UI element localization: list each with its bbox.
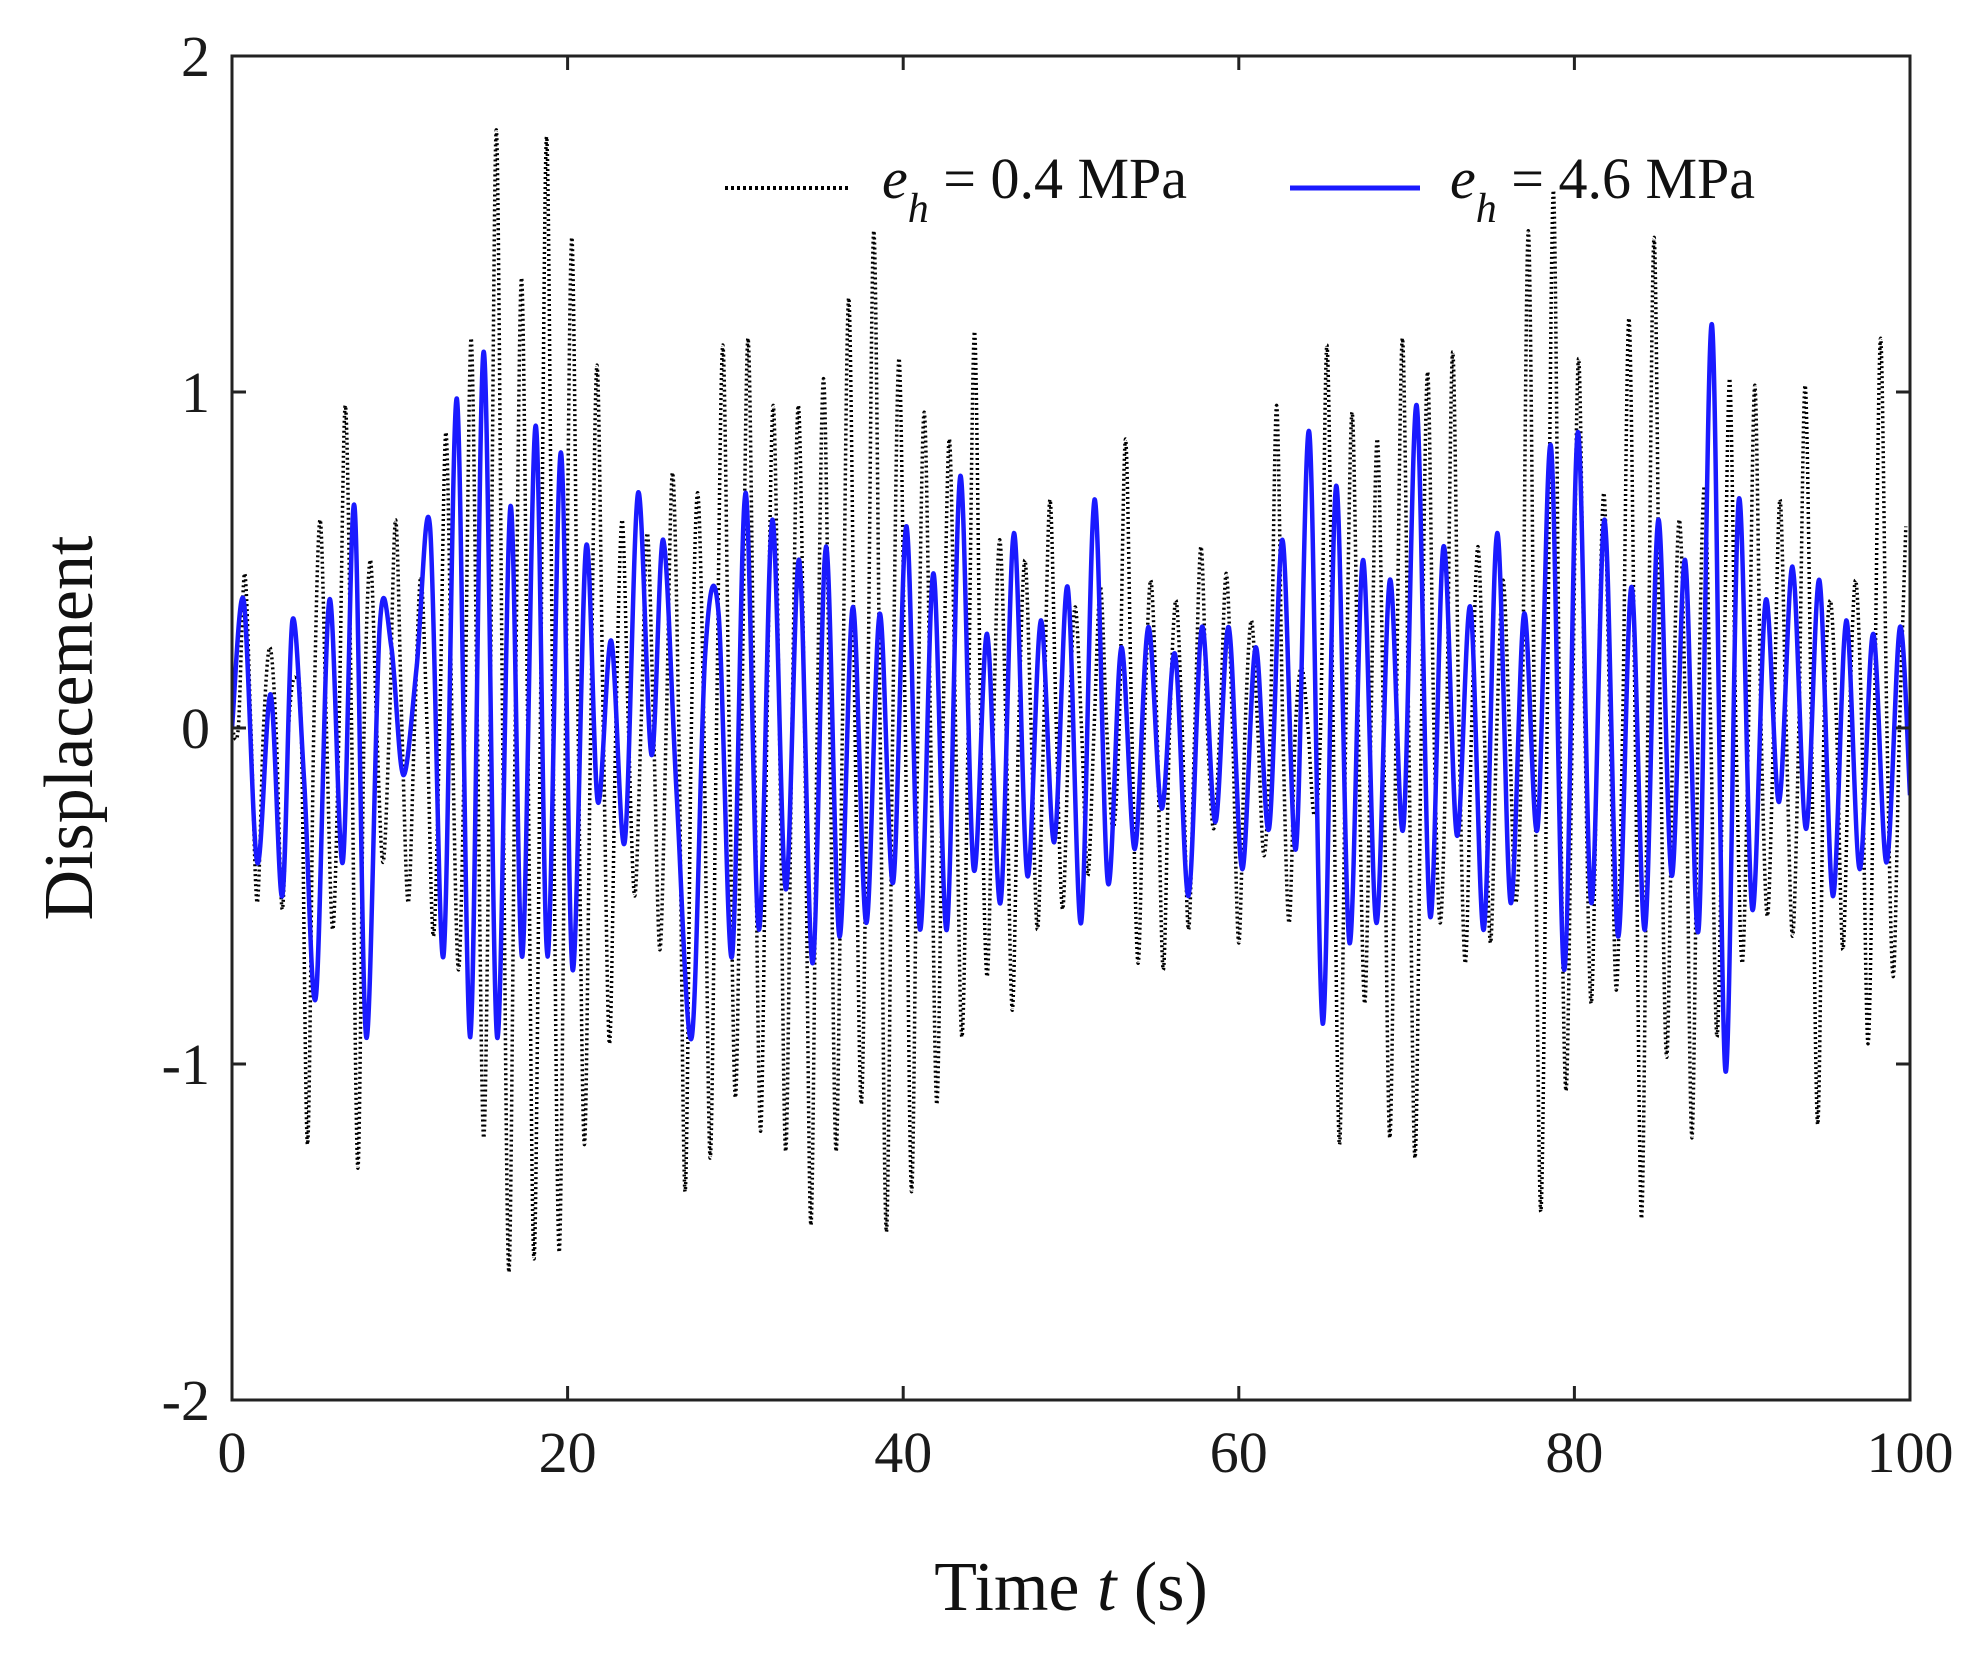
legend-label-series-2: eh = 4.6 MPa [1450, 146, 1755, 232]
axis-ticks [230, 54, 1912, 1402]
legend-label-series-1: eh = 0.4 MPa [882, 146, 1187, 232]
x-tick-label: 0 [218, 1420, 247, 1485]
x-tick-label: 60 [1210, 1420, 1268, 1485]
y-tick-label: 1 [181, 360, 210, 425]
y-axis-title: Displacement [31, 535, 108, 920]
y-tick-label: 2 [181, 24, 210, 89]
plot-area [232, 128, 1910, 1275]
x-tick-label: 20 [539, 1420, 597, 1485]
series-line-2 [232, 322, 1910, 1074]
series-layer [232, 128, 1910, 1275]
series-line-1 [232, 128, 1908, 1275]
x-tick-label: 100 [1867, 1420, 1954, 1485]
x-tick-label: 80 [1545, 1420, 1603, 1485]
y-tick-label: 0 [181, 696, 210, 761]
x-axis-title: Time t (s) [934, 1549, 1208, 1626]
axis-tick-labels: 0 20 40 60 80 100 -2 -1 0 1 2 [162, 24, 1954, 1485]
y-tick-label: -1 [162, 1032, 210, 1097]
legend: eh = 0.4 MPa eh = 4.6 MPa [725, 146, 1755, 232]
y-tick-label: -2 [162, 1368, 210, 1433]
x-tick-label: 40 [874, 1420, 932, 1485]
